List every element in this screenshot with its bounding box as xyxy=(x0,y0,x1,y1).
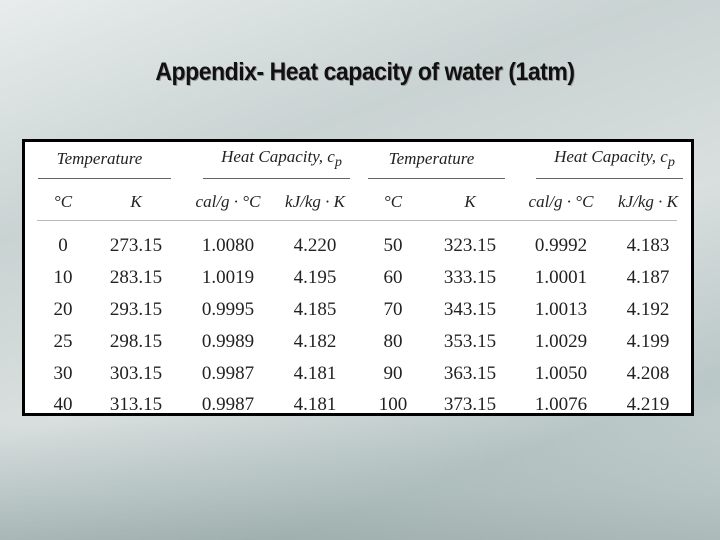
table-cell: 50 xyxy=(383,235,403,256)
table-cell: 4.183 xyxy=(626,235,670,256)
group-header-text: Temperature xyxy=(56,149,143,168)
column-header: K xyxy=(464,192,476,211)
table-cell: 4.199 xyxy=(626,331,670,352)
table-cell: 343.15 xyxy=(443,299,497,320)
column-header: °C xyxy=(383,192,403,211)
column-header: cal/g · °C xyxy=(195,192,261,211)
column-header: kJ/kg · K xyxy=(618,192,678,211)
table-cell: 333.15 xyxy=(443,267,497,288)
table-cell: 90 xyxy=(383,363,403,384)
slide-title: Appendix- Heat capacity of water (1atm) xyxy=(155,58,575,86)
header-rule xyxy=(37,220,677,221)
table-cell: 1.0001 xyxy=(534,267,588,288)
table-cell: 10 xyxy=(53,267,73,288)
table-cell: 1.0029 xyxy=(534,331,588,352)
table-cell: 80 xyxy=(383,331,403,352)
table-cell: 0.9995 xyxy=(201,299,255,320)
table-cell: 4.220 xyxy=(293,235,337,256)
table-cell: 1.0076 xyxy=(534,394,588,415)
group-header-subscript: p xyxy=(667,154,675,171)
table-cell: 353.15 xyxy=(443,331,497,352)
table-cell: 30 xyxy=(53,363,73,384)
table-cell: 373.15 xyxy=(443,394,497,415)
table-cell: 323.15 xyxy=(443,235,497,256)
table-cell: 0.9989 xyxy=(201,331,255,352)
table-cell: 0.9992 xyxy=(534,235,588,256)
table-cell: 4.182 xyxy=(293,331,337,352)
table: Temperature Heat Capacity, cp Temperature H… xyxy=(22,139,694,416)
table-cell: 1.0013 xyxy=(534,299,588,320)
table-cell: 25 xyxy=(53,331,73,352)
table-cell: 313.15 xyxy=(109,394,163,415)
table-cell: 4.192 xyxy=(626,299,670,320)
column-header: cal/g · °C xyxy=(528,192,594,211)
table-cell: 4.219 xyxy=(626,394,670,415)
column-header: °C xyxy=(53,192,73,211)
table-cell: 4.208 xyxy=(626,363,670,384)
table-cell: 1.0080 xyxy=(201,235,255,256)
table-cell: 100 xyxy=(378,394,408,415)
table-cell: 4.195 xyxy=(293,267,337,288)
group-header-text: Heat Capacity, c xyxy=(221,146,335,166)
table-cell: 20 xyxy=(53,299,73,320)
header-rule xyxy=(368,178,505,179)
group-header-subscript: p xyxy=(334,154,342,171)
table-cell: 1.0050 xyxy=(534,363,588,384)
header-rule xyxy=(536,178,683,179)
table-cell: 60 xyxy=(383,267,403,288)
table-cell: 0.9987 xyxy=(201,394,255,415)
table-cell: 0.9987 xyxy=(201,363,255,384)
table-cell: 283.15 xyxy=(109,267,163,288)
table-cell: 298.15 xyxy=(109,331,163,352)
table-cell: 1.0019 xyxy=(201,267,255,288)
column-header: K xyxy=(130,192,142,211)
table-cell: 363.15 xyxy=(443,363,497,384)
table-cell: 293.15 xyxy=(109,299,163,320)
group-header: Heat Capacity, cp xyxy=(554,147,675,171)
table-cell: 70 xyxy=(383,299,403,320)
table-cell: 4.187 xyxy=(626,267,670,288)
table-cell: 4.181 xyxy=(293,394,337,415)
group-header: Temperature xyxy=(389,149,475,169)
group-header: Heat Capacity, cp xyxy=(221,147,342,171)
background-band xyxy=(0,420,720,540)
group-header: Temperature xyxy=(57,149,143,169)
table-cell: 4.181 xyxy=(293,363,337,384)
table-cell: 4.185 xyxy=(293,299,337,320)
table-cell: 40 xyxy=(53,394,73,415)
group-header-text: Heat Capacity, c xyxy=(554,146,668,166)
group-header-text: Temperature xyxy=(388,149,475,168)
table-cell: 0 xyxy=(58,235,68,256)
header-rule xyxy=(203,178,350,179)
column-header: kJ/kg · K xyxy=(285,192,345,211)
table-cell: 303.15 xyxy=(109,363,163,384)
table-cell: 273.15 xyxy=(109,235,163,256)
header-rule xyxy=(38,178,171,179)
